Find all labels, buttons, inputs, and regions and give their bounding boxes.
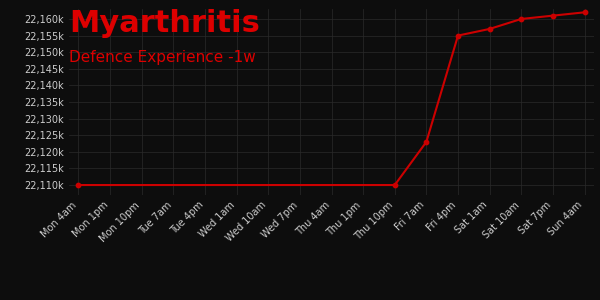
Text: Myarthritis: Myarthritis (69, 9, 260, 38)
Point (485, 26, 494, 31)
Point (580, 10, 589, 15)
Text: Defence Experience -1w: Defence Experience -1w (69, 50, 256, 65)
Point (548, 13, 557, 18)
Point (422, 140, 431, 144)
Point (517, 16, 526, 21)
Point (390, 183, 400, 188)
Point (453, 33, 463, 38)
Point (74, 183, 83, 188)
